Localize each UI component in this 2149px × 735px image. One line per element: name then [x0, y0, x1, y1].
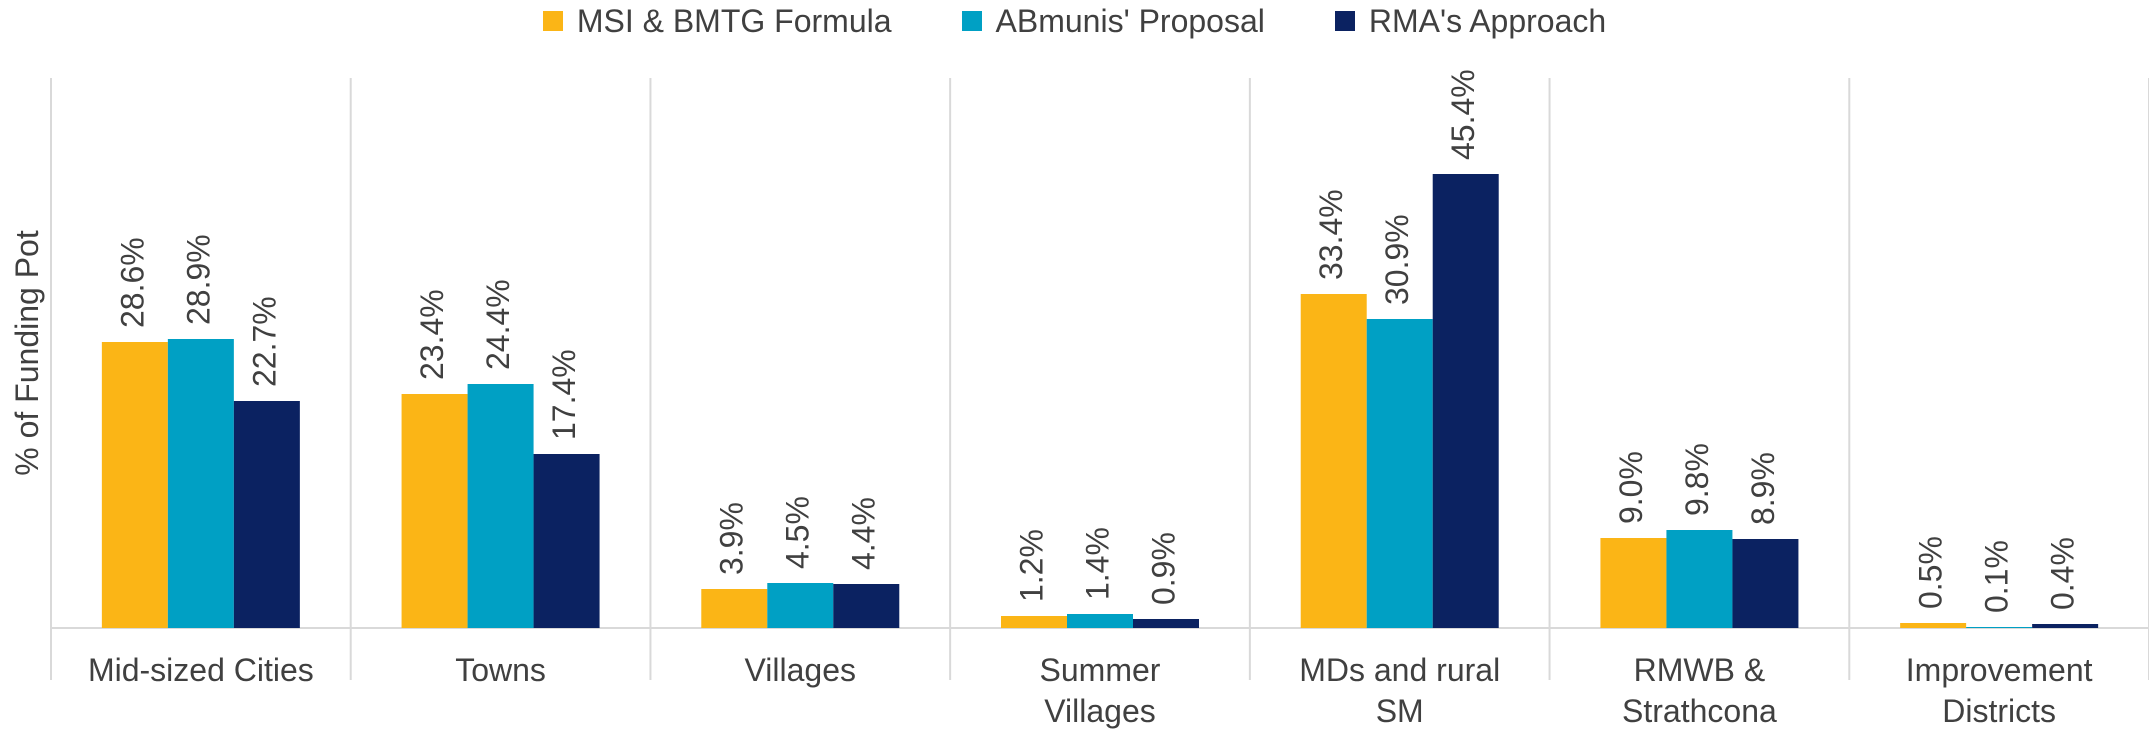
bar: [1600, 538, 1667, 628]
data-label: 0.4%: [2045, 537, 2081, 610]
bar: [833, 584, 900, 628]
bar: [1067, 614, 1133, 628]
x-tick-label: Mid-sized Cities: [87, 652, 314, 688]
data-label: 1.2%: [1013, 529, 1049, 602]
data-label: 1.4%: [1079, 527, 1115, 600]
x-tick-label: RMWB & Strathcona: [1622, 652, 1777, 729]
legend: MSI & BMTG Formula ABmunis' Proposal RMA's…: [0, 0, 2149, 42]
bar: [1732, 539, 1799, 628]
bar: [767, 583, 834, 628]
bar: [2032, 624, 2099, 628]
data-label: 4.4%: [846, 497, 882, 570]
bar: [167, 339, 234, 628]
data-label: 30.9%: [1379, 214, 1415, 305]
legend-label: MSI & BMTG Formula: [576, 2, 892, 39]
data-label: 28.9%: [180, 234, 216, 325]
bar: [1300, 294, 1367, 628]
bar: [1133, 619, 1199, 628]
data-label: 0.1%: [1979, 540, 2015, 613]
bar: [533, 454, 600, 628]
legend-item: RMA's Approach: [1334, 2, 1607, 40]
x-tick-label: Towns: [455, 652, 546, 688]
y-axis-label: % of Funding Pot: [9, 230, 45, 476]
x-tick-label: MDs and rural SM: [1299, 652, 1501, 729]
bar: [401, 394, 468, 628]
data-label: 33.4%: [1313, 189, 1349, 280]
legend-item: MSI & BMTG Formula: [542, 2, 892, 40]
data-label: 17.4%: [546, 349, 582, 440]
legend-swatch: [1334, 11, 1355, 31]
bar: [233, 401, 300, 628]
data-label: 9.8%: [1679, 443, 1715, 516]
data-label: 4.5%: [780, 496, 816, 569]
bar: [1432, 174, 1499, 628]
legend-label: ABmunis' Proposal: [995, 2, 1265, 39]
legend-swatch: [961, 11, 982, 31]
bar: [1966, 627, 2033, 628]
bar: [1666, 530, 1733, 628]
bar: [467, 384, 534, 628]
data-label: 23.4%: [414, 289, 450, 380]
legend-item: ABmunis' Proposal: [961, 2, 1265, 40]
data-label: 0.9%: [1145, 532, 1181, 605]
legend-label: RMA's Approach: [1368, 2, 1607, 39]
x-tick-label: Improvement Districts: [1905, 652, 2093, 729]
bar: [1001, 616, 1067, 628]
data-label: 3.9%: [714, 502, 750, 575]
data-label: 24.4%: [480, 279, 516, 370]
bar: [101, 342, 168, 628]
data-label: 28.6%: [114, 237, 150, 328]
x-tick-label: Villages: [744, 652, 857, 688]
data-label: 22.7%: [246, 296, 282, 387]
bar: [1900, 623, 1967, 628]
data-label: 0.5%: [1913, 536, 1949, 609]
data-label: 8.9%: [1745, 452, 1781, 525]
bar: [1366, 319, 1433, 628]
bar: [701, 589, 768, 628]
data-label: 45.4%: [1445, 69, 1481, 160]
data-label: 9.0%: [1613, 451, 1649, 524]
x-tick-label: Summer Villages: [1039, 652, 1161, 729]
legend-swatch: [542, 11, 563, 31]
